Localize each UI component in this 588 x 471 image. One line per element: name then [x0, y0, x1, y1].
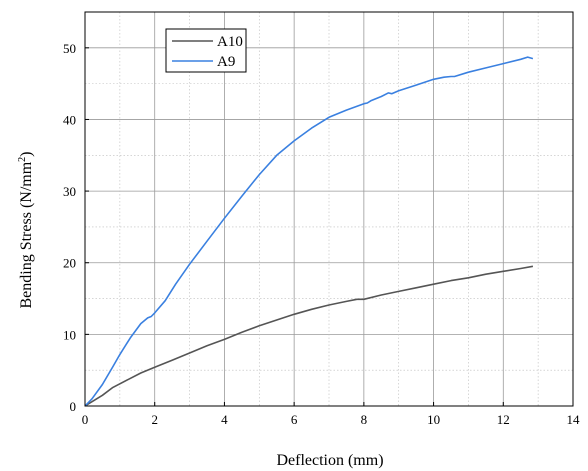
legend-label-a10: A10: [217, 34, 243, 50]
grid: [85, 12, 573, 406]
x-tick-label: 8: [361, 412, 368, 427]
x-tick-label: 6: [291, 412, 298, 427]
legend-label-a9: A9: [217, 54, 235, 70]
x-tick-label: 10: [427, 412, 440, 427]
series-line-a9: [85, 57, 533, 406]
y-axis-title-main: Bending Stress (N/mm: [18, 161, 35, 308]
x-tick-label: 2: [151, 412, 158, 427]
x-tick-label: 12: [497, 412, 510, 427]
series-line-a10: [85, 266, 533, 406]
series-layer: [85, 57, 533, 406]
x-tick-label: 14: [567, 412, 581, 427]
x-tick-label: 0: [82, 412, 89, 427]
x-tick-label: 4: [221, 412, 228, 427]
legend: A10 A9: [166, 29, 246, 72]
y-tick-label: 50: [63, 41, 76, 56]
y-axis-title-end: ): [18, 152, 35, 157]
y-tick-label: 40: [63, 112, 76, 127]
y-tick-label: 20: [63, 256, 76, 271]
x-axis-title: Deflection (mm): [276, 452, 383, 469]
y-axis-title: Bending Stress (N/mm2): [17, 152, 35, 309]
y-tick-label: 10: [63, 327, 76, 342]
y-tick-label: 30: [63, 184, 76, 199]
y-tick-label: 0: [70, 399, 77, 414]
